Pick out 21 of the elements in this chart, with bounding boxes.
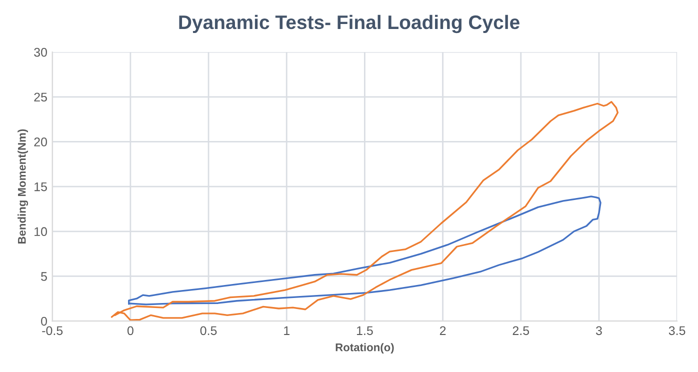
x-tick-label: 0: [127, 326, 134, 336]
y-tick-label: 15: [34, 182, 47, 192]
y-axis-title: Bending Moment(Nm): [18, 129, 28, 244]
x-tick-label: -0.5: [42, 326, 63, 336]
y-tick-label: 25: [34, 92, 47, 102]
y-tick-label: 0: [41, 316, 47, 326]
line-series: [128, 196, 602, 306]
x-axis-title: Rotation(o): [336, 343, 394, 354]
x-tick-label: 1: [284, 326, 290, 335]
x-tick-label: 1.5: [356, 326, 373, 336]
x-tick-label: 3: [596, 326, 602, 336]
x-tick-label: 0.5: [200, 326, 217, 336]
x-tick-label: 2: [440, 326, 446, 335]
y-tick-label: 5: [41, 272, 47, 281]
line-series: [110, 101, 619, 321]
y-tick-label: 20: [34, 138, 47, 146]
chart-title: Dyanamic Tests- Final Loading Cycle: [179, 14, 520, 34]
y-tick-label: 10: [34, 227, 47, 236]
x-tick-label: 3.5: [668, 326, 686, 336]
y-tick-label: 30: [34, 48, 47, 57]
x-tick-label: 2.5: [512, 326, 530, 336]
